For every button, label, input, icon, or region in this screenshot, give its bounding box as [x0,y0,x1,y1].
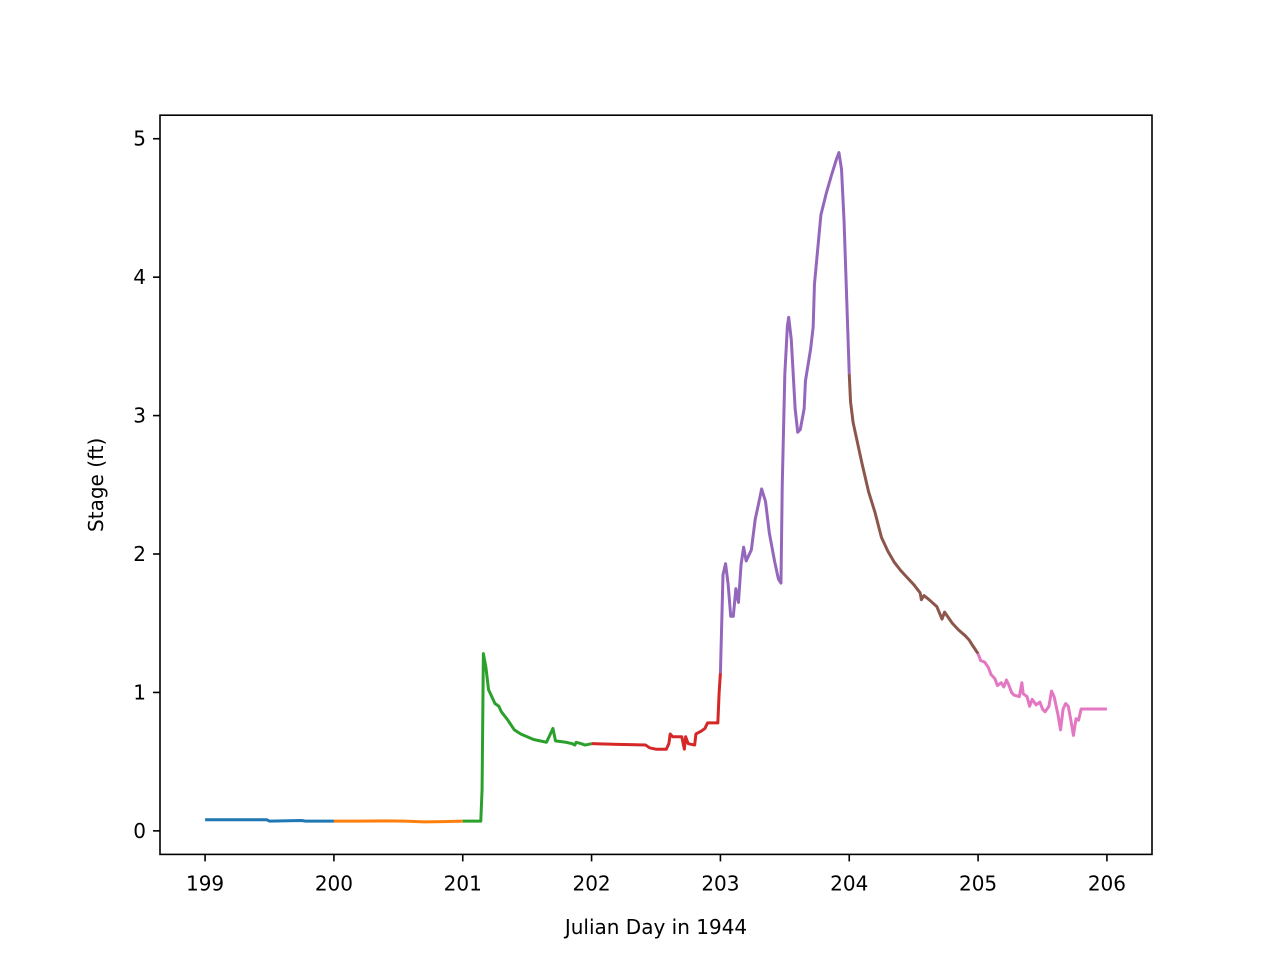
y-tick-label: 2 [133,542,146,566]
series-line-6 [847,373,980,655]
x-tick-label: 203 [701,871,739,895]
plot-frame [159,114,1153,856]
series-line-3 [462,652,592,823]
data-lines [205,151,1107,824]
y-tick-label: 4 [133,265,146,289]
y-tick-label: 1 [133,680,146,704]
series-line-5 [718,151,851,674]
y-tick-label: 3 [133,404,146,428]
series-line-7 [976,653,1107,737]
y-axis-label: Stage (ft) [84,438,108,532]
x-tick-label: 199 [186,871,224,895]
x-tick-label: 201 [444,871,482,895]
x-tick-label: 200 [315,871,353,895]
x-tick-label: 206 [1088,871,1126,895]
y-tick-label: 5 [133,127,146,151]
x-axis-label: Julian Day in 1944 [563,915,747,939]
series-line-4 [591,672,722,751]
axis-ticks: 199 200 201 202 203 204 205 206 0 1 2 3 4 5 [133,127,1126,896]
series-line-1 [205,818,334,823]
y-tick-label: 0 [133,819,146,843]
x-tick-label: 205 [959,871,997,895]
series-line-2 [333,819,463,824]
x-tick-label: 202 [572,871,610,895]
x-tick-label: 204 [830,871,868,895]
